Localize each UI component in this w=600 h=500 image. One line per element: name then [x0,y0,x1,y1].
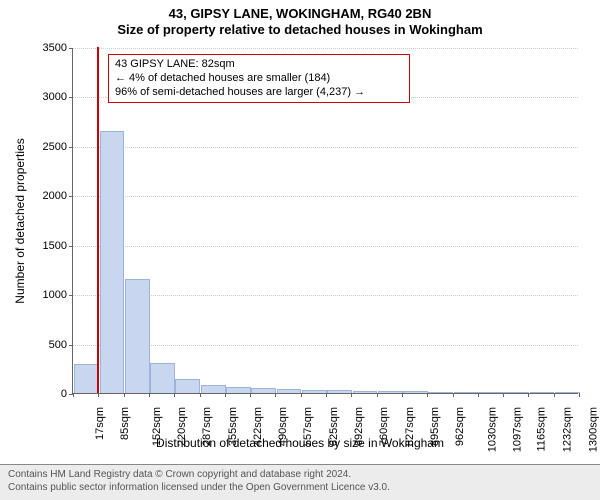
x-tick [73,393,74,397]
y-gridline [73,246,578,247]
histogram-bar [454,392,479,393]
histogram-bar [479,392,504,393]
histogram-bar [201,385,226,393]
annotation-line-2: ← 4% of detached houses are smaller (184… [115,72,403,86]
subject-marker-line [97,47,99,393]
histogram-bar [100,131,125,393]
x-tick-label: 17sqm [94,407,106,440]
x-tick [402,393,403,397]
histogram-bar [226,387,251,393]
x-tick-label: 85sqm [119,407,131,440]
histogram-bar [302,390,327,393]
y-tick-label: 2500 [43,141,73,153]
histogram-bar [150,363,175,393]
x-tick-label: 962sqm [454,407,466,446]
annotation-line-1: 43 GIPSY LANE: 82sqm [115,58,403,72]
x-tick [528,393,529,397]
x-tick [98,393,99,397]
x-tick-label: 1097sqm [511,407,523,452]
x-tick [250,393,251,397]
x-tick [478,393,479,397]
x-tick [200,393,201,397]
x-tick [326,393,327,397]
annotation-line-3: 96% of semi-detached houses are larger (… [115,86,403,100]
histogram-bar [175,379,200,393]
x-tick [351,393,352,397]
y-tick-label: 1500 [43,240,73,252]
x-tick-label: 1030sqm [486,407,498,452]
y-gridline [73,147,578,148]
x-tick [579,393,580,397]
y-tick-label: 1000 [43,289,73,301]
footer: Contains HM Land Registry data © Crown c… [0,464,600,500]
x-tick [275,393,276,397]
histogram-bar [74,364,99,393]
y-gridline [73,48,578,49]
y-tick-label: 3000 [43,91,73,103]
chart-container: 43, GIPSY LANE, WOKINGHAM, RG40 2BN Size… [0,0,600,500]
footer-line-1: Contains HM Land Registry data © Crown c… [8,469,592,482]
x-tick [503,393,504,397]
histogram-bar [428,392,453,393]
x-tick [124,393,125,397]
histogram-bar [403,391,428,393]
histogram-bar [378,391,403,393]
x-tick [427,393,428,397]
annotation-box: 43 GIPSY LANE: 82sqm ← 4% of detached ho… [108,54,410,103]
x-tick [377,393,378,397]
x-tick-label: 1300sqm [587,407,599,452]
histogram-bar [327,390,352,393]
x-tick [225,393,226,397]
histogram-bar [555,392,580,393]
x-tick-label: 1232sqm [562,407,574,452]
y-tick-label: 0 [61,388,73,400]
x-tick-label: 1165sqm [536,407,548,451]
histogram-bar [530,392,555,393]
y-gridline [73,196,578,197]
x-axis-title: Distribution of detached houses by size … [156,436,444,450]
y-tick-label: 2000 [43,190,73,202]
histogram-bar [277,389,302,393]
x-tick [174,393,175,397]
x-tick [554,393,555,397]
histogram-bar [504,392,529,393]
y-tick-label: 500 [49,339,73,351]
histogram-bar [125,279,150,393]
y-tick-label: 3500 [43,42,73,54]
x-tick [149,393,150,397]
footer-line-2: Contains public sector information licen… [8,482,592,495]
histogram-bar [353,391,378,393]
chart-title-1: 43, GIPSY LANE, WOKINGHAM, RG40 2BN [0,6,600,22]
x-tick [301,393,302,397]
y-axis-title: Number of detached properties [13,138,27,303]
x-tick [453,393,454,397]
chart-title-2: Size of property relative to detached ho… [0,22,600,38]
histogram-bar [251,388,276,393]
